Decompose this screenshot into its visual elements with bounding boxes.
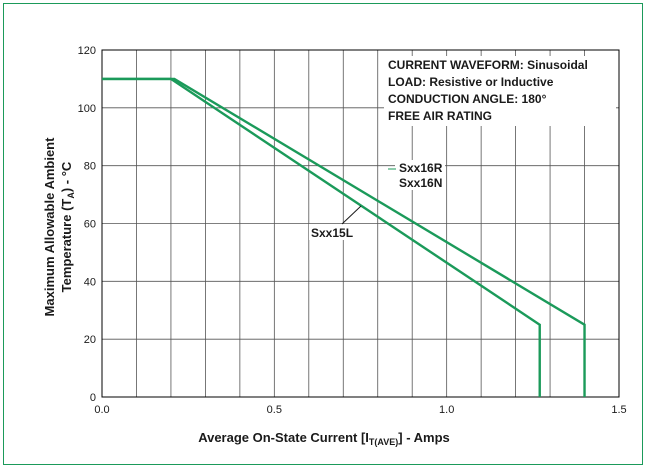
x-tick-label: 1.0 xyxy=(439,404,454,416)
series-label-bg-15 xyxy=(309,224,355,240)
x-tick-label: 0.5 xyxy=(267,404,282,416)
y-tick-label: 100 xyxy=(78,103,96,115)
series-label-leader-15 xyxy=(341,205,362,225)
y-axis-label-line2: Temperature (TA) - °C xyxy=(59,161,76,292)
y-tick-label: 0 xyxy=(90,392,96,404)
chart: 0 20 40 60 80 100 120 0.0 0.5 1.0 1.5 CURRENT WAV… xyxy=(42,45,627,447)
x-tick-labels: 0.0 0.5 1.0 1.5 xyxy=(94,404,626,416)
note-conduction-angle: CONDUCTION ANGLE: 180° xyxy=(388,92,547,106)
note-load: LOAD: Resistive or Inductive xyxy=(388,75,554,89)
y-axis-label-line1: Maximum Allowable Ambient xyxy=(42,137,57,317)
y-tick-label: 60 xyxy=(84,219,96,231)
y-tick-label: 120 xyxy=(78,45,96,57)
notes-box xyxy=(384,56,616,126)
y-axis-label: Maximum Allowable Ambient Temperature (T… xyxy=(42,137,76,317)
series-label-bg-16 xyxy=(395,160,445,190)
y-tick-label: 40 xyxy=(84,276,96,288)
x-tick-label: 1.5 xyxy=(611,404,626,416)
y-tick-labels: 0 20 40 60 80 100 120 xyxy=(78,45,96,404)
y-tick-label: 20 xyxy=(84,334,96,346)
series-lines xyxy=(102,77,586,397)
y-tick-label: 80 xyxy=(84,161,96,173)
plot-area-border xyxy=(101,49,620,398)
series-label-sxx16r: Sxx16R xyxy=(399,161,443,175)
horizontal-gridlines xyxy=(102,107,619,340)
series-line-sxx16r xyxy=(102,77,586,397)
note-waveform: CURRENT WAVEFORM: Sinusoidal xyxy=(388,58,588,72)
series-label-sxx16n: Sxx16N xyxy=(399,176,442,190)
note-free-air: FREE AIR RATING xyxy=(388,109,492,123)
x-tick-label: 0.0 xyxy=(94,404,109,416)
chart-frame: 0 20 40 60 80 100 120 0.0 0.5 1.0 1.5 CURRENT WAV… xyxy=(3,3,643,465)
x-axis-label: Average On-State Current [IT(AVE)] - Amp… xyxy=(198,430,450,447)
series-label-sxx15l: Sxx15L xyxy=(311,226,353,240)
